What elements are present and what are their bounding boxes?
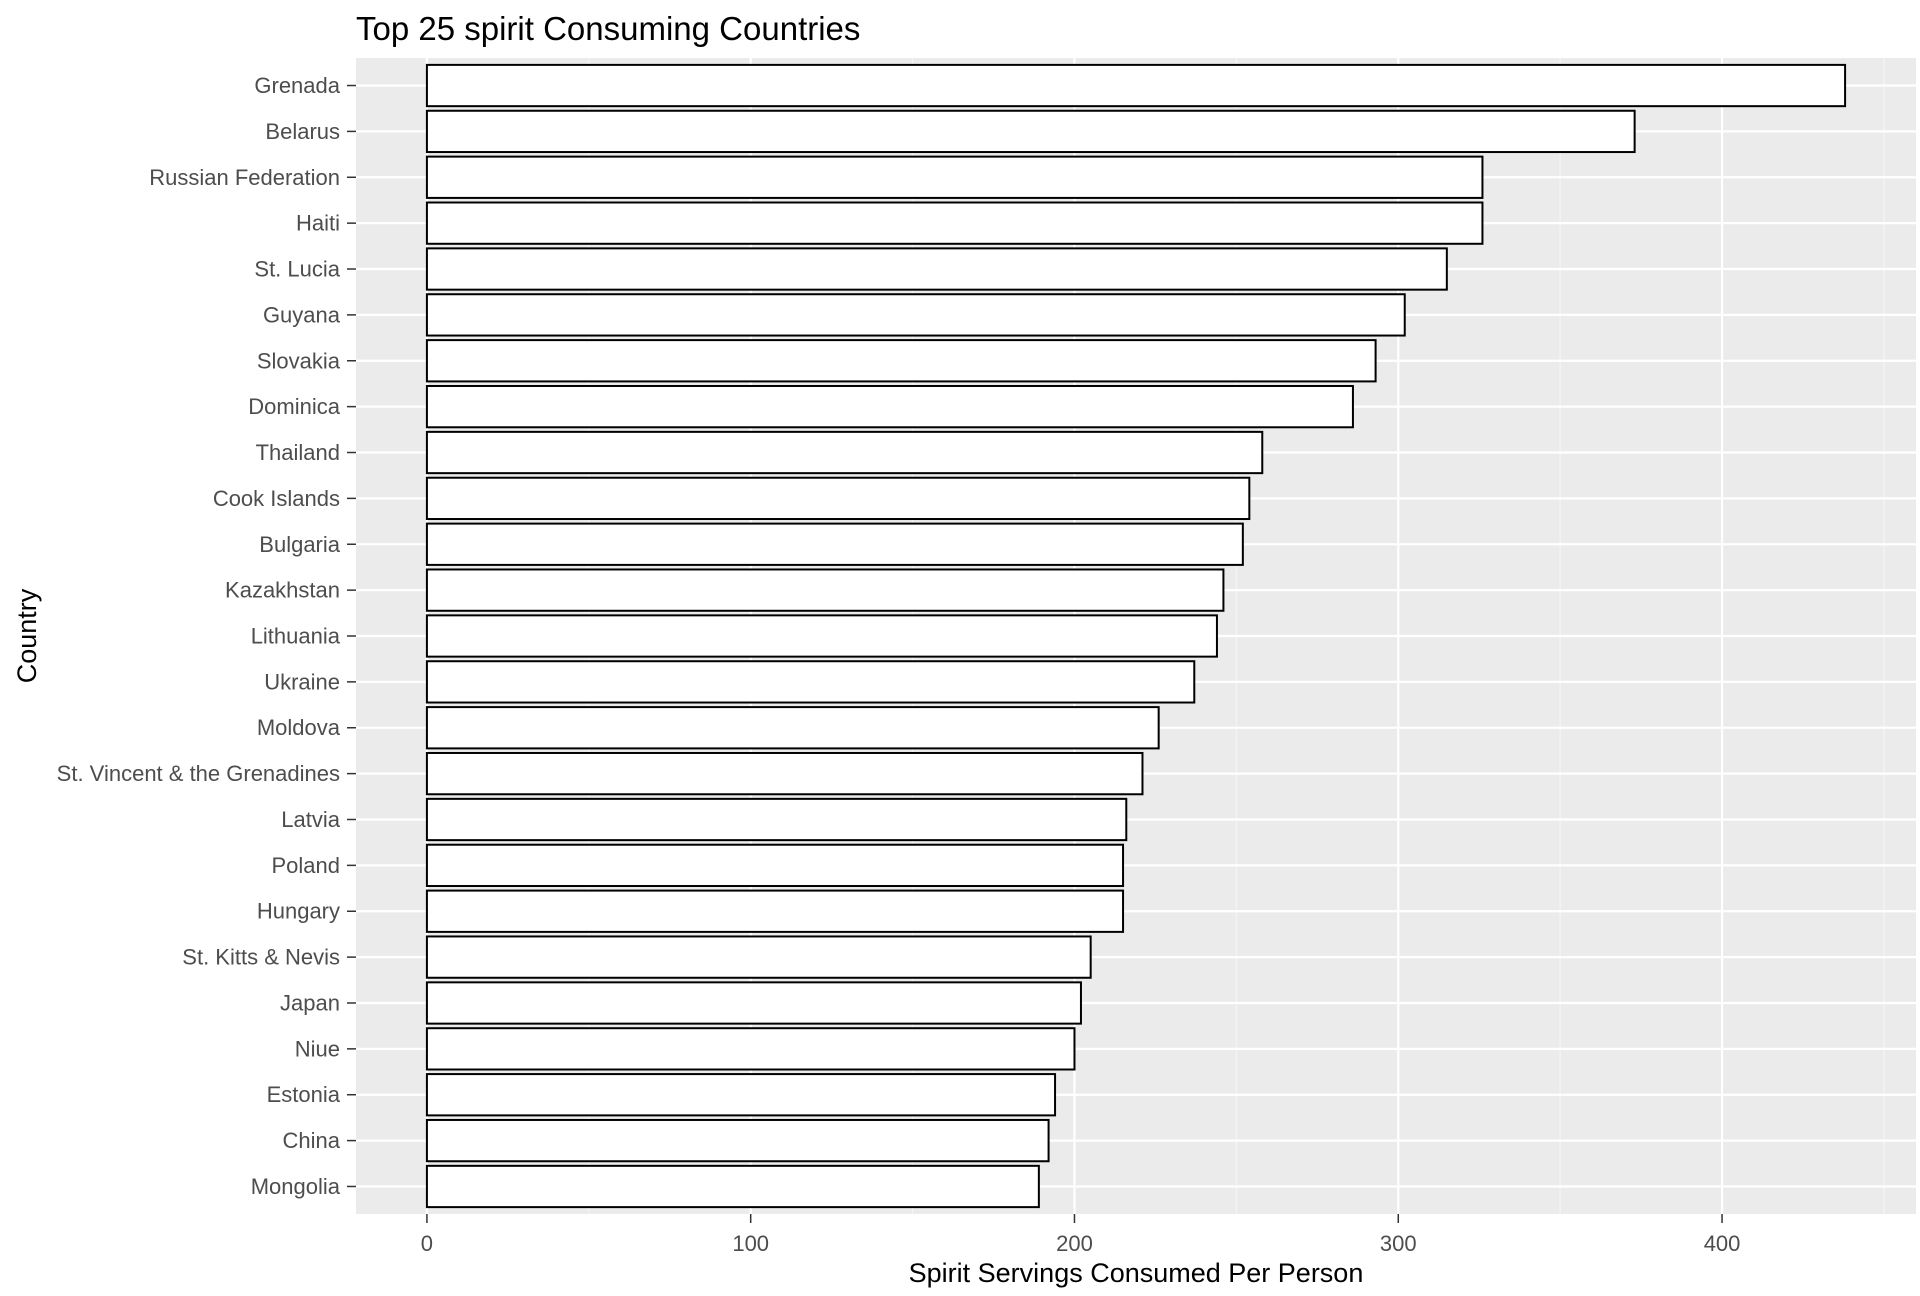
y-axis: Grenada Belarus Russian Federation Haiti St.… [57, 73, 356, 1199]
y-tick-label: Niue [295, 1036, 340, 1061]
bar [425, 568, 1225, 612]
y-tick-label: Latvia [281, 807, 340, 832]
y-tick-label: Guyana [263, 302, 341, 327]
bar [425, 981, 1082, 1025]
y-tick-label: Haiti [296, 211, 340, 236]
y-tick-label: China [283, 1128, 341, 1153]
bar [425, 614, 1218, 658]
x-tick-label: 300 [1380, 1231, 1417, 1256]
y-tick-label: Cook Islands [213, 486, 340, 511]
bar [425, 522, 1244, 566]
bar [425, 1073, 1057, 1117]
bar [425, 706, 1160, 750]
y-tick-label: Mongolia [251, 1174, 341, 1199]
y-tick-label: St. Kitts & Nevis [182, 945, 340, 970]
y-tick-label: Belarus [265, 119, 340, 144]
bar [425, 339, 1377, 383]
x-axis-title: Spirit Servings Consumed Per Person [909, 1258, 1364, 1288]
y-tick-label: Moldova [257, 715, 341, 740]
bar [425, 1118, 1050, 1163]
y-tick-label: Poland [271, 853, 340, 878]
bar [425, 384, 1354, 429]
chart-title: Top 25 spirit Consuming Countries [356, 10, 860, 47]
bar [425, 935, 1092, 979]
y-tick-label: Russian Federation [149, 165, 340, 190]
bar [425, 109, 1636, 154]
bar [425, 751, 1144, 796]
bar [425, 1164, 1040, 1209]
y-tick-label: Thailand [256, 440, 340, 465]
x-axis: 0 100 200 300 400 [421, 1214, 1741, 1256]
y-tick-label: Dominica [248, 394, 340, 419]
bar [425, 247, 1448, 291]
bar [425, 1027, 1076, 1071]
bar [425, 155, 1484, 199]
y-tick-label: Lithuania [251, 624, 341, 649]
bar [425, 660, 1196, 704]
y-tick-label: St. Lucia [254, 257, 340, 282]
y-tick-label: St. Vincent & the Grenadines [57, 761, 340, 786]
y-tick-label: Estonia [267, 1082, 341, 1107]
x-tick-label: 400 [1704, 1231, 1741, 1256]
x-tick-label: 200 [1056, 1231, 1093, 1256]
bars [425, 63, 1847, 1209]
bar [425, 476, 1251, 521]
bar [425, 63, 1847, 108]
x-tick-label: 0 [421, 1231, 433, 1256]
y-tick-label: Ukraine [264, 669, 340, 694]
bar [425, 201, 1484, 245]
bar [425, 430, 1264, 475]
y-tick-label: Hungary [257, 899, 340, 924]
bar [425, 843, 1125, 888]
bar [425, 889, 1125, 933]
bar [425, 797, 1128, 842]
y-tick-label: Kazakhstan [225, 578, 340, 603]
y-axis-title: Country [12, 588, 42, 683]
x-tick-label: 100 [732, 1231, 769, 1256]
y-tick-label: Grenada [254, 73, 340, 98]
y-tick-label: Japan [280, 990, 340, 1015]
y-tick-label: Slovakia [257, 348, 341, 373]
bar [425, 293, 1406, 337]
y-tick-label: Bulgaria [259, 532, 340, 557]
